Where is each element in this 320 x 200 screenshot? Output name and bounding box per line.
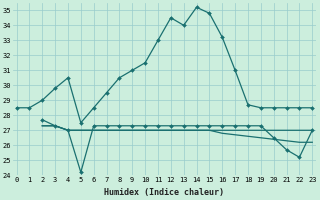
X-axis label: Humidex (Indice chaleur): Humidex (Indice chaleur) — [104, 188, 224, 197]
